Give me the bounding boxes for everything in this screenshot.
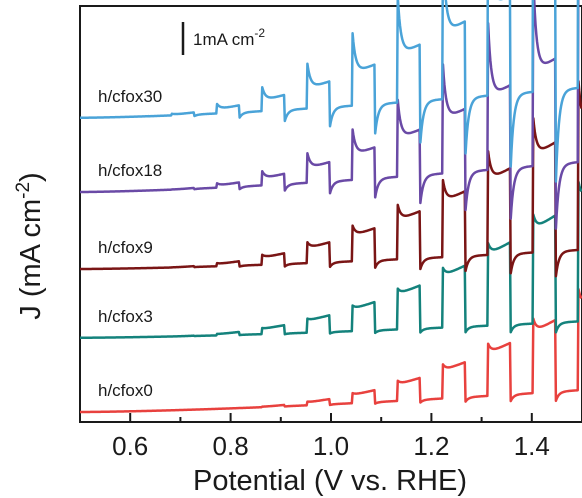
series-line-h-cfox0 [80,289,582,412]
series-label-layer: h/cfox0 h/cfox3 h/cfox9 h/cfox18 h/cfox30 [98,87,162,400]
series-label-h-cfox30: h/cfox30 [98,87,162,106]
plot-frame [80,6,582,422]
series-label-h-cfox3: h/cfox3 [98,307,153,326]
x-axis-title: Potential (V vs. RHE) [193,465,467,497]
scale-bar-label: 1mA cm-2 [193,26,265,49]
x-tick-label: 1.2 [413,431,449,461]
x-tick-label: 1.4 [514,431,550,461]
x-tick-label: 0.8 [213,431,249,461]
x-tick-label: 1.0 [313,431,349,461]
series-label-h-cfox18: h/cfox18 [98,161,162,180]
series-layer [80,0,582,412]
series-label-h-cfox9: h/cfox9 [98,238,153,257]
series-label-h-cfox0: h/cfox0 [98,381,153,400]
x-axis-ticks: 0.6 0.8 1.0 1.2 1.4 [80,413,582,461]
y-axis-title: J (mA cm-2) [13,172,47,319]
x-tick-label: 0.6 [112,431,148,461]
